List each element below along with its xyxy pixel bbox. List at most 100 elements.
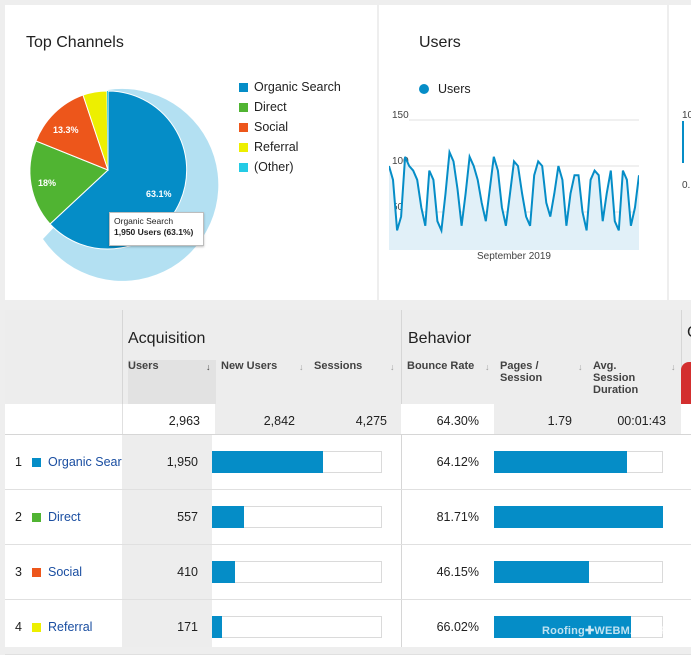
top-channels-title: Top Channels — [26, 34, 124, 51]
row-color-swatch — [32, 623, 41, 632]
row-color-swatch — [32, 458, 41, 467]
row-users: 1,950 — [166, 455, 198, 469]
legend-item-organic-search[interactable]: Organic Search — [239, 80, 341, 94]
pie-label-social: 13.3% — [53, 125, 79, 135]
legend-item-other[interactable]: (Other) — [239, 160, 294, 174]
header-pages-session[interactable]: Pages / Session ↓ — [500, 360, 588, 384]
total-pages-session: 1.79 — [547, 414, 572, 428]
acquisition-group: Acquisition — [128, 330, 206, 347]
total-bounce-rate: 64.30% — [436, 414, 479, 428]
table-col-header-band — [5, 354, 691, 404]
row-bounce-rate: 64.12% — [436, 455, 479, 469]
row-channel-link[interactable]: Referral — [48, 620, 93, 634]
header-duration-label-1: Avg. — [593, 360, 617, 372]
tooltip-title: Organic Search — [114, 216, 174, 226]
users-y-tick-100: 100 — [392, 156, 409, 167]
side-tick-2: 0. — [682, 180, 691, 191]
row-channel-link[interactable]: Direct — [48, 510, 81, 524]
users-line-chart — [389, 119, 639, 250]
pie-slice-direct — [29, 140, 109, 225]
row-users: 410 — [177, 565, 198, 579]
pie-label-organic: 63.1% — [146, 189, 172, 199]
sort-icon: ↓ — [390, 362, 395, 372]
row-users-bar — [212, 451, 323, 473]
watermark: Roofing✚WEBMASTERS — [542, 624, 676, 637]
totals-users-cell — [122, 404, 215, 434]
row-bounce-rate: 81.71% — [436, 510, 479, 524]
scroll-tab[interactable] — [681, 362, 691, 424]
legend-item-direct[interactable]: Direct — [239, 100, 287, 114]
row-channel-link[interactable]: Social — [48, 565, 83, 579]
row-bounce-bar — [494, 506, 663, 528]
row-users-bar — [212, 616, 222, 638]
users-card-title: Users — [419, 34, 461, 51]
users-y-tick-150: 150 — [392, 110, 409, 121]
total-sessions: 4,275 — [355, 414, 387, 428]
users-legend-label: Users — [438, 82, 471, 96]
row-users-bar-track — [212, 561, 382, 583]
legend-label: Direct — [254, 100, 287, 114]
row-rank: 1 — [15, 455, 22, 469]
header-users-label: Users — [128, 360, 159, 372]
users-x-label: September 2019 — [477, 251, 551, 262]
row-bounce-bar — [494, 616, 631, 638]
sort-icon: ↓ — [485, 362, 490, 372]
legend-label: Social — [254, 120, 289, 134]
next-group-partial: C — [687, 324, 691, 342]
sort-icon: ↓ — [299, 362, 304, 372]
row-bounce-bar — [494, 451, 627, 473]
top-channels-pie — [29, 88, 219, 281]
row-color-swatch — [32, 513, 41, 522]
table-rule — [5, 434, 691, 435]
bounce-column-divider — [401, 435, 402, 647]
pie-slice-other — [107, 90, 108, 170]
table-group-header — [5, 310, 691, 354]
table-row: 1 Organic Sear 1,950 64.12% — [5, 435, 691, 490]
legend-swatch — [239, 102, 248, 112]
legend-label: Referral — [254, 140, 299, 154]
legend-item-referral[interactable]: Referral — [239, 140, 298, 154]
header-new-users-label: New Users — [221, 360, 278, 372]
users-series-line — [389, 148, 639, 235]
tooltip-value: 1,950 Users (63.1%) — [114, 227, 194, 237]
row-bounce-bar — [494, 561, 589, 583]
header-users[interactable]: Users ↓ — [128, 360, 216, 404]
users-card: Users Users 150 100 50 September 2019 — [379, 5, 667, 300]
pie-label-direct: 18% — [38, 178, 57, 188]
row-rank: 4 — [15, 620, 22, 634]
pie-slice-referral — [82, 90, 109, 171]
table-row: 3 Social 410 46.15% — [5, 545, 691, 600]
sort-icon: ↓ — [578, 362, 583, 372]
legend-swatch — [239, 162, 248, 172]
totals-shaded-3 — [494, 404, 587, 434]
row-users-bar — [212, 561, 235, 583]
header-new-users[interactable]: New Users ↓ — [221, 360, 309, 372]
row-bounce-rate: 46.15% — [436, 565, 479, 579]
side-tick-1: 10 — [682, 110, 691, 121]
row-users: 171 — [177, 620, 198, 634]
users-legend: Users — [419, 82, 471, 96]
legend-swatch — [239, 142, 248, 152]
row-users-bar — [212, 506, 244, 528]
header-divider-1 — [122, 310, 123, 434]
legend-item-social[interactable]: Social — [239, 120, 288, 134]
watermark-part2: WEBMASTERS — [594, 625, 676, 637]
pie-slice-social — [35, 94, 109, 171]
side-card-partial: 10 0. — [669, 5, 691, 300]
header-avg-duration[interactable]: Avg. Session Duration ↓ — [593, 360, 681, 396]
total-new-users: 2,842 — [263, 414, 295, 428]
header-bounce-rate-label: Bounce Rate — [407, 360, 475, 372]
header-bounce-rate[interactable]: Bounce Rate ↓ — [407, 360, 495, 372]
header-sessions[interactable]: Sessions ↓ — [314, 360, 402, 372]
header-pages-label-2: Session — [500, 372, 543, 384]
users-y-tick-50: 50 — [392, 202, 404, 213]
row-users-bar-track — [212, 616, 382, 638]
header-duration-label-3: Duration — [593, 384, 639, 396]
pie-tooltip: Organic Search 1,950 Users (63.1%) — [109, 212, 204, 246]
totals-shaded-4 — [587, 404, 681, 434]
row-channel-link[interactable]: Organic Sear — [48, 455, 122, 469]
legend-dot — [419, 84, 429, 94]
legend-label: (Other) — [254, 160, 294, 174]
sort-desc-icon: ↓ — [206, 362, 211, 372]
row-divider — [5, 599, 691, 600]
